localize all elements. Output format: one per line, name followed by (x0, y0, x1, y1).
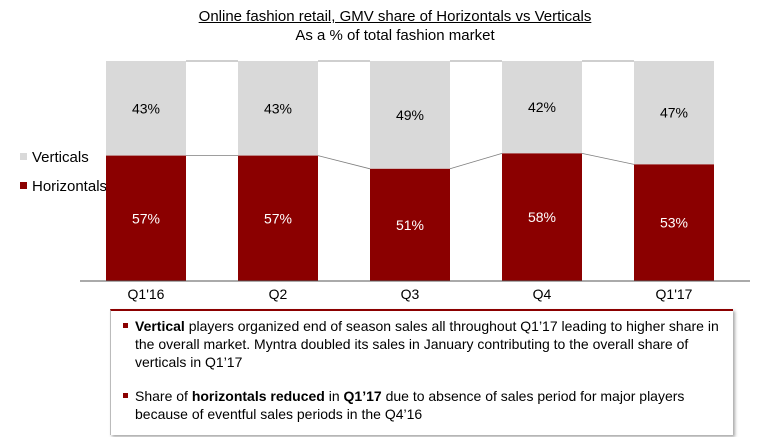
bar-verticals-1 (238, 61, 318, 156)
label-horizontals-4: 53% (660, 215, 688, 231)
legend-item-horizontals: Horizontals (20, 178, 107, 196)
bar-verticals-0 (106, 61, 186, 156)
chart-title: Online fashion retail, GMV share of Hori… (198, 8, 592, 25)
legend-label-horizontals: Horizontals (32, 178, 108, 195)
bar-horizontals-4 (634, 164, 714, 281)
note-1-text: Vertical players organized end of season… (135, 317, 731, 371)
commentary-note-1: Vertical players organized end of season… (111, 317, 731, 371)
label-verticals-3: 42% (528, 99, 556, 115)
label-verticals-4: 47% (660, 105, 688, 121)
note-2-run-2: in (324, 388, 344, 404)
legend-swatch-horizontals (20, 182, 27, 189)
tick-label-2: Q3 (401, 286, 420, 302)
legend-label-verticals: Verticals (32, 149, 89, 166)
tick-label-0: Q1'16 (128, 286, 165, 302)
commentary-box: Vertical players organized end of season… (110, 309, 733, 435)
commentary-note-2: Share of horizontals reduced in Q1’17 du… (111, 387, 731, 423)
legend-swatch-verticals (20, 153, 27, 160)
legend-item-verticals: Verticals (20, 149, 89, 167)
bar-verticals-3 (502, 61, 582, 154)
connector-line-2 (449, 153, 503, 170)
label-verticals-1: 43% (264, 100, 292, 116)
label-horizontals-2: 51% (396, 217, 424, 233)
tick-label-4: Q1'17 (656, 286, 693, 302)
note-2-run-1: horizontals reduced (191, 388, 325, 404)
tick-label-3: Q4 (533, 286, 552, 302)
note-2-run-4: due to absence of sales period for major… (135, 388, 685, 422)
chart-subtitle: As a % of total fashion market (295, 27, 495, 44)
bar-verticals-2 (370, 61, 450, 169)
bar-horizontals-2 (370, 168, 450, 281)
bar-verticals-4 (634, 61, 714, 165)
bullet-icon (123, 393, 128, 398)
bar-horizontals-1 (238, 155, 318, 281)
tick-label-1: Q2 (269, 286, 288, 302)
note-2-run-3: Q1’17 (343, 388, 382, 404)
bullet-icon (123, 323, 128, 328)
stacked-bar-chart: 43% 57% Q1'16 43% 57% Q2 49% 51% Q3 42% 58% Q4 47% 53… (80, 60, 750, 302)
label-horizontals-0: 57% (132, 210, 160, 226)
label-verticals-0: 43% (132, 100, 160, 116)
label-verticals-2: 49% (396, 107, 424, 123)
label-horizontals-3: 58% (528, 209, 556, 225)
connector-line-1 (317, 155, 371, 170)
note-1-run-0: Vertical (135, 318, 185, 334)
label-horizontals-1: 57% (264, 210, 292, 226)
note-2-text: Share of horizontals reduced in Q1’17 du… (135, 387, 731, 423)
note-2-run-0: Share of (135, 388, 192, 404)
connector-line-3 (581, 153, 635, 165)
bar-horizontals-3 (502, 153, 582, 281)
note-1-run-1: players organized end of season sales al… (135, 318, 719, 370)
bar-horizontals-0 (106, 155, 186, 281)
